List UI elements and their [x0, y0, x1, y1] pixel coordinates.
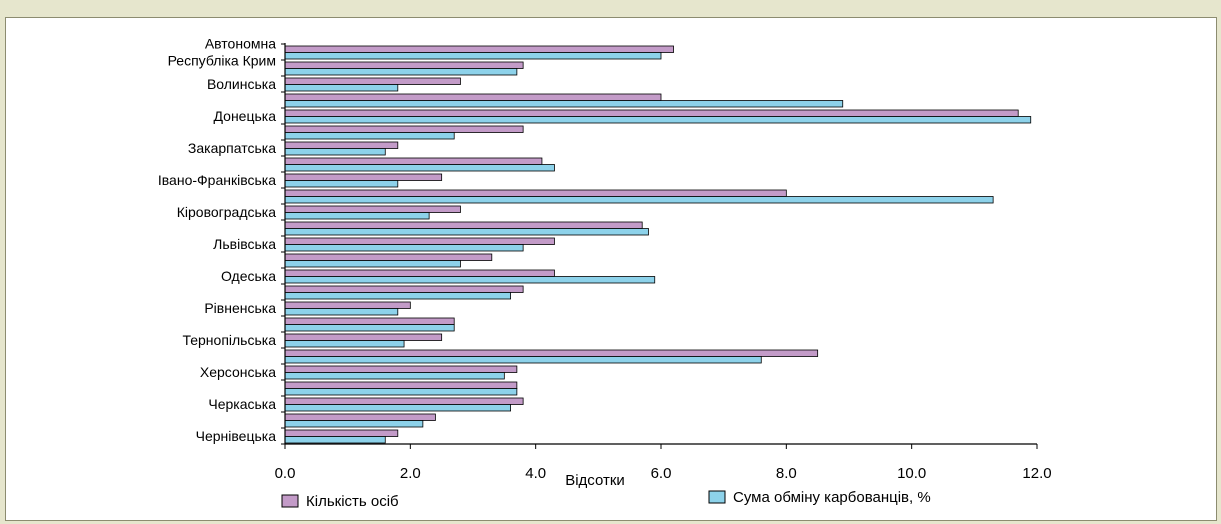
bar-s1-2	[284, 77, 461, 85]
y-ticks-group	[281, 43, 285, 445]
bar-s1-3	[284, 93, 662, 101]
bar-s2-13	[284, 260, 461, 268]
bar-s1-13	[284, 253, 493, 261]
bar-s1-5	[284, 125, 524, 133]
legend-swatch-series-2	[708, 490, 726, 504]
bar-s1-20	[284, 365, 518, 373]
bar-s1-4	[284, 109, 1019, 117]
legend: Кількість осіб Сума обміну карбованців, …	[281, 489, 931, 510]
bar-s2-12	[284, 244, 524, 252]
bar-s1-23	[284, 413, 436, 421]
x-tick-label-6: 12.0	[1022, 465, 1051, 482]
bar-s2-0	[284, 52, 662, 60]
bar-s1-0	[284, 45, 674, 53]
category-label-0-line-1: Республіка Крим	[168, 53, 276, 69]
bar-s2-5	[284, 132, 455, 140]
bar-s2-18	[284, 340, 405, 348]
bar-s1-6	[284, 141, 399, 149]
bar-s2-19	[284, 356, 762, 364]
bar-s1-19	[284, 349, 819, 357]
x-tick-label-3: 6.0	[651, 465, 672, 482]
bar-s2-20	[284, 372, 505, 380]
x-ticks-group: 0.0 2.0 4.0 6.0 8.0 10.0 12.0	[275, 444, 1052, 482]
category-label-6: Львівська	[213, 236, 276, 252]
bar-s1-11	[284, 221, 643, 229]
bar-s1-8	[284, 173, 443, 181]
x-tick-label-2: 4.0	[525, 465, 546, 482]
bar-s1-21	[284, 381, 518, 389]
bar-s1-9	[284, 189, 787, 197]
category-label-8: Рівненська	[204, 300, 276, 316]
bar-s2-9	[284, 196, 994, 204]
bar-s2-21	[284, 388, 518, 396]
bar-s2-7	[284, 164, 555, 172]
legend-label-series-2: Сума обміну карбованців, %	[733, 489, 931, 506]
bar-s2-2	[284, 84, 399, 92]
bar-s2-6	[284, 148, 386, 156]
x-tick-label-4: 8.0	[776, 465, 797, 482]
category-label-1: Волинська	[207, 76, 276, 92]
category-label-5: Кіровоградська	[177, 204, 276, 220]
chart-panel: 0.0 2.0 4.0 6.0 8.0 10.0 12.0 Автономна Республ…	[5, 17, 1217, 521]
bar-s1-24	[284, 429, 399, 437]
category-label-4: Івано-Франківська	[158, 172, 276, 188]
bar-s2-24	[284, 436, 386, 444]
bar-s2-8	[284, 180, 399, 188]
bar-s1-17	[284, 317, 455, 325]
bar-s2-22	[284, 404, 512, 412]
category-label-12: Чернівецька	[196, 428, 277, 444]
bar-s1-7	[284, 157, 543, 165]
bar-s2-17	[284, 324, 455, 332]
bar-s2-11	[284, 228, 649, 236]
bar-s1-10	[284, 205, 461, 213]
bar-s1-15	[284, 285, 524, 293]
bar-s2-23	[284, 420, 424, 428]
bar-chart: 0.0 2.0 4.0 6.0 8.0 10.0 12.0 АвтономнаРеспубл…	[158, 36, 1052, 511]
x-tick-label-0: 0.0	[275, 465, 296, 482]
bar-s1-18	[284, 333, 443, 341]
bar-s1-22	[284, 397, 524, 405]
bars-group	[284, 45, 1032, 444]
category-label-11: Черкаська	[208, 396, 276, 412]
category-label-10: Херсонська	[200, 364, 276, 380]
bar-s2-3	[284, 100, 844, 108]
bar-s2-1	[284, 68, 518, 76]
bar-s1-16	[284, 301, 411, 309]
bar-s2-10	[284, 212, 430, 220]
bar-s2-16	[284, 308, 399, 316]
category-label-3: Закарпатська	[188, 140, 276, 156]
category-label-7: Одеська	[221, 268, 276, 284]
legend-label-series-1: Кількість осіб	[306, 493, 399, 510]
bar-s2-4	[284, 116, 1032, 124]
bar-s1-14	[284, 269, 555, 277]
x-axis-title: Відсотки	[565, 472, 625, 489]
bar-s1-1	[284, 61, 524, 69]
category-label-9: Тернопільська	[182, 332, 276, 348]
bar-s2-14	[284, 276, 656, 284]
x-tick-label-5: 10.0	[897, 465, 926, 482]
category-label-0-line-0: Автономна	[205, 36, 276, 52]
legend-swatch-series-1	[281, 494, 299, 508]
x-tick-label-1: 2.0	[400, 465, 421, 482]
bar-s2-15	[284, 292, 512, 300]
bar-s1-12	[284, 237, 555, 245]
category-label-2: Донецька	[214, 108, 277, 124]
